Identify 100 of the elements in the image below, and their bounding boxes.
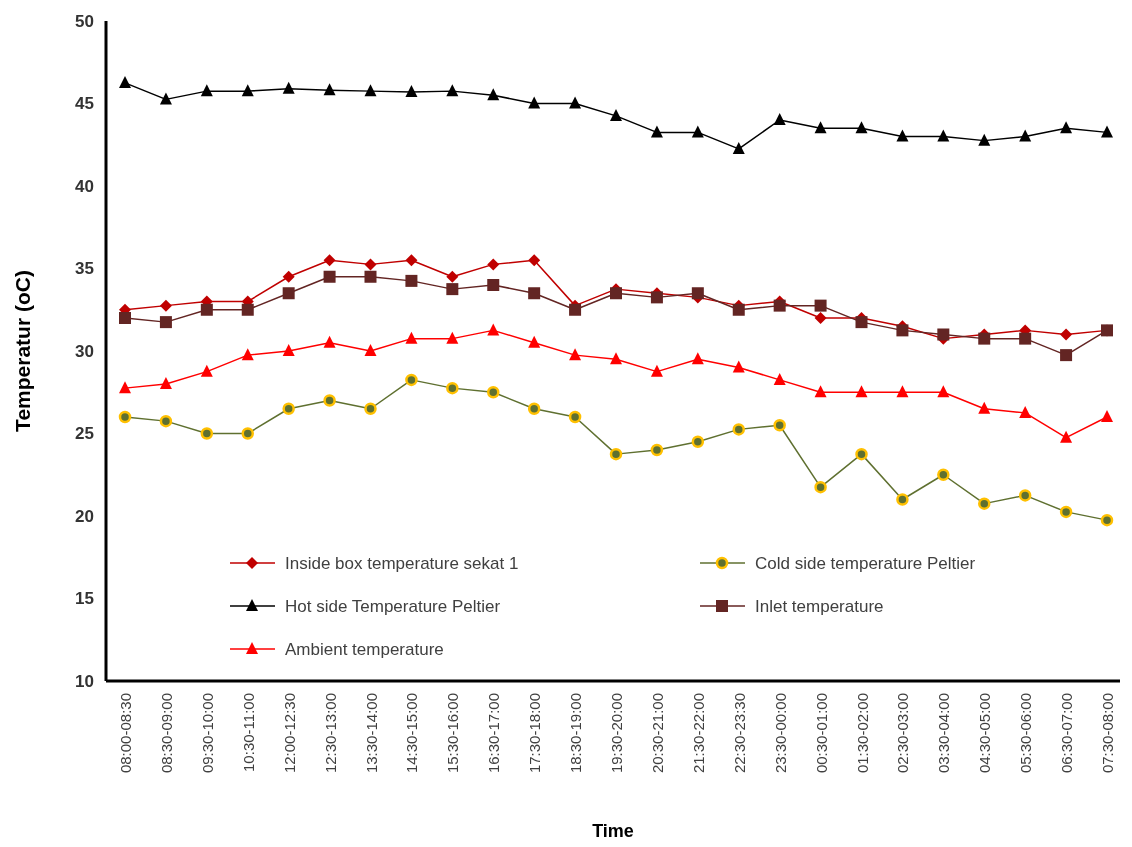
x-tick-label: 02:30-03:00 <box>894 693 912 774</box>
point <box>1019 129 1032 142</box>
point <box>405 331 418 344</box>
point <box>200 427 214 440</box>
legend-label: Ambient temperature <box>285 639 444 659</box>
point <box>446 283 459 296</box>
point <box>610 108 622 121</box>
point <box>814 312 827 324</box>
point <box>200 364 213 377</box>
point <box>241 84 254 97</box>
point <box>814 480 827 494</box>
point <box>650 364 663 377</box>
point <box>855 385 868 398</box>
point <box>323 394 336 407</box>
point <box>487 258 500 271</box>
y-axis-title: Temperatur (oC) <box>11 270 34 432</box>
point <box>773 372 786 385</box>
point <box>241 348 254 361</box>
point <box>1060 121 1073 134</box>
x-tick-label: 14:30-15:00 <box>403 693 421 774</box>
point <box>405 373 418 387</box>
point <box>937 328 950 341</box>
point <box>896 324 909 337</box>
y-tick-label: 20 <box>75 506 94 526</box>
x-tick-label: 18:30-19:00 <box>567 693 585 774</box>
y-tick-label: 30 <box>75 341 94 361</box>
point <box>323 254 336 267</box>
x-tick-label: 08:30-09:00 <box>157 693 175 774</box>
point <box>159 92 172 105</box>
point <box>569 96 582 109</box>
point <box>1060 328 1073 341</box>
point <box>814 121 827 134</box>
point <box>487 323 500 336</box>
point <box>1019 332 1032 345</box>
point <box>323 270 336 283</box>
y-tick-label: 50 <box>75 11 94 31</box>
point <box>569 348 582 361</box>
point <box>364 402 377 415</box>
point <box>978 401 991 414</box>
point <box>732 423 745 436</box>
legend-label: Hot side Temperature Peltier <box>285 596 501 616</box>
point <box>487 88 500 101</box>
point <box>691 435 705 448</box>
point <box>487 386 500 399</box>
point <box>855 447 868 461</box>
point <box>159 316 172 329</box>
point <box>282 270 295 283</box>
point <box>119 75 131 88</box>
x-tick-label: 03:30-04:00 <box>935 693 953 774</box>
point <box>282 287 295 300</box>
y-tick-label: 45 <box>75 94 94 114</box>
x-tick-label: 22:30-23:30 <box>730 693 748 774</box>
point <box>650 443 664 457</box>
point <box>446 331 459 344</box>
point <box>814 299 827 312</box>
point <box>528 287 541 300</box>
point <box>405 274 418 287</box>
point <box>119 312 131 324</box>
x-tick-label: 13:30-14:00 <box>362 693 380 774</box>
point <box>896 493 909 506</box>
x-tick-label: 05:30-06:00 <box>1017 693 1035 774</box>
point <box>118 410 132 424</box>
point <box>528 96 541 109</box>
x-tick-label: 21:30-22:00 <box>689 693 707 774</box>
x-tick-label: 12:00-12:30 <box>280 693 298 774</box>
x-tick-label: 04:30-05:00 <box>976 693 994 774</box>
point <box>937 385 950 398</box>
point <box>896 385 909 398</box>
x-tick-label: 00:30-01:00 <box>812 693 830 774</box>
legend-label: Inside box temperature sekat 1 <box>285 553 519 573</box>
y-tick-label: 25 <box>75 424 94 444</box>
point <box>282 81 295 94</box>
point <box>896 129 909 142</box>
point <box>732 141 745 154</box>
point <box>446 84 459 97</box>
x-tick-label: 10:30-11:00 <box>239 693 257 772</box>
x-tick-label: 17:30-18:00 <box>526 693 544 774</box>
x-tick-label: 07:30-08:00 <box>1099 693 1116 774</box>
point <box>691 287 704 300</box>
x-tick-label: 08:00-08:30 <box>117 693 134 774</box>
point <box>732 360 745 373</box>
point <box>119 381 131 394</box>
point <box>814 385 827 398</box>
point <box>241 303 254 316</box>
point <box>528 254 541 267</box>
x-tick-label: 12:30-13:00 <box>321 693 339 774</box>
legend-label: Inlet temperature <box>755 596 884 616</box>
point <box>568 410 582 424</box>
point <box>323 83 336 96</box>
x-tick-label: 01:30-02:00 <box>853 693 871 774</box>
point <box>364 344 377 356</box>
point <box>1100 513 1114 527</box>
point <box>1060 430 1073 443</box>
point <box>978 332 991 345</box>
point <box>446 381 459 395</box>
x-tick-label: 06:30-07:00 <box>1058 693 1076 774</box>
x-tick-label: 09:30-10:00 <box>198 693 216 774</box>
y-tick-label: 15 <box>75 589 94 609</box>
point <box>1019 405 1032 418</box>
point <box>282 344 295 356</box>
